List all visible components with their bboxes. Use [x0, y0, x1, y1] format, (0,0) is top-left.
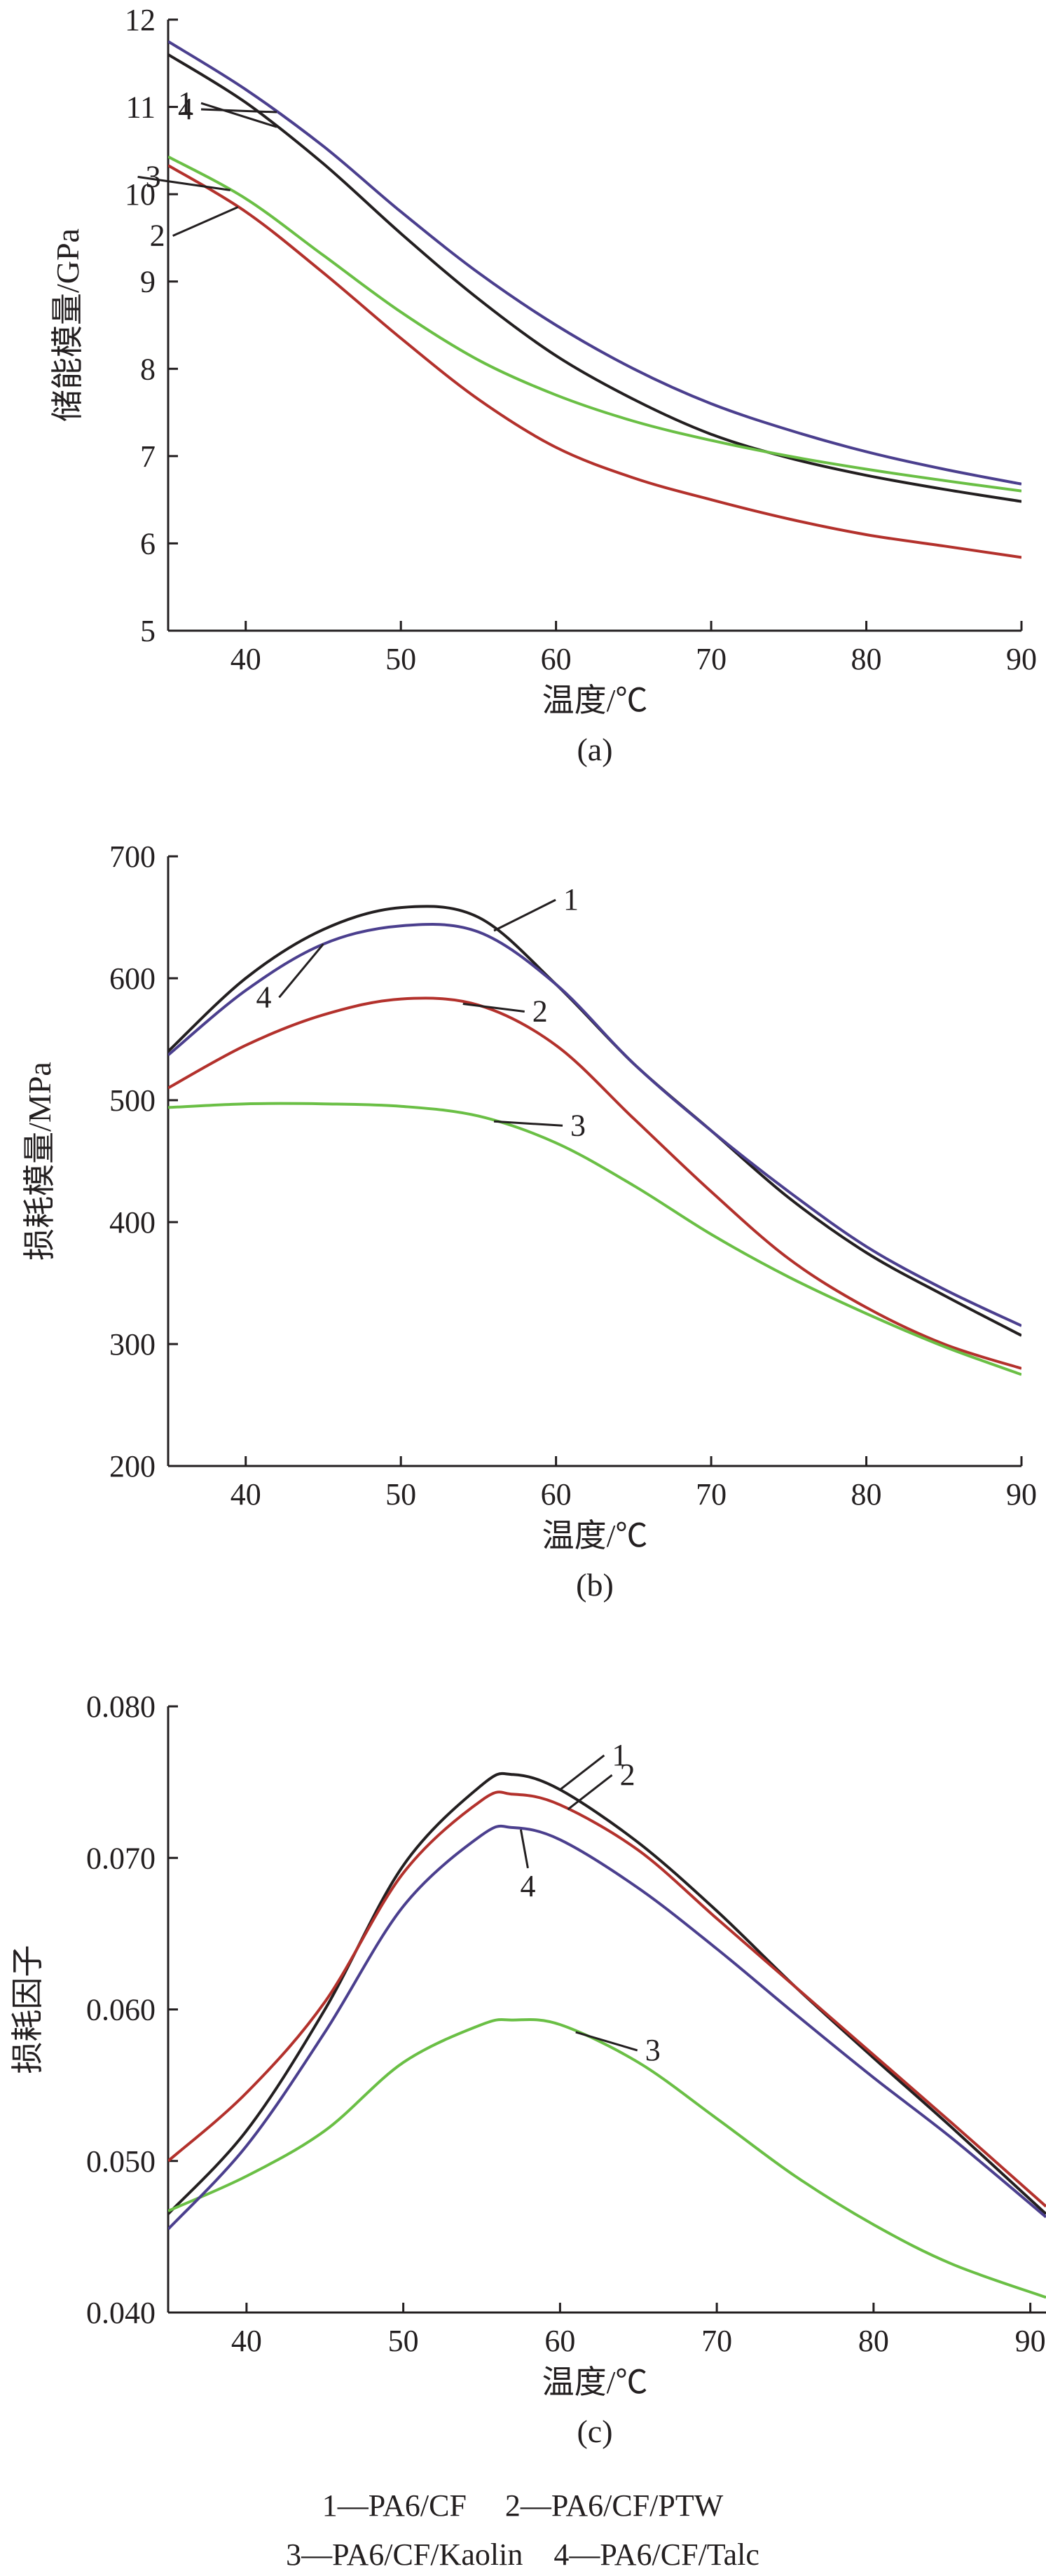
y-tick-label: 10 — [125, 177, 156, 212]
y-tick-label: 7 — [140, 439, 156, 474]
series-line-1 — [168, 1772, 1046, 2215]
x-tick-label: 40 — [230, 1477, 261, 1512]
legend-line-2: 3—PA6/CF/Kaolin 4—PA6/CF/Talc — [286, 2537, 759, 2572]
panel-label: (c) — [577, 2413, 612, 2449]
x-tick-label: 50 — [388, 2324, 419, 2358]
x-tick-label: 80 — [851, 642, 882, 676]
x-tick-label: 60 — [541, 642, 572, 676]
y-tick-label: 400 — [109, 1205, 156, 1240]
curve-label-leader — [172, 206, 239, 237]
x-tick-label: 50 — [385, 642, 416, 676]
x-axis-title: 温度/℃ — [542, 1518, 648, 1554]
y-tick-label: 11 — [126, 90, 156, 125]
curve-label-1: 1 — [563, 882, 579, 917]
y-tick-label: 500 — [109, 1083, 156, 1118]
panel-label: (b) — [576, 1567, 614, 1603]
y-tick-label: 0.050 — [86, 2144, 156, 2179]
x-tick-label: 90 — [1015, 2324, 1046, 2358]
y-tick-label: 0.040 — [86, 2296, 156, 2330]
curve-label-2: 2 — [150, 218, 165, 252]
curve-label-leader — [137, 175, 230, 191]
curve-label-leader — [493, 1120, 563, 1127]
y-axis-title: 储能模量/GPa — [50, 228, 85, 422]
y-tick-label: 5 — [140, 614, 156, 648]
curve-label-4: 4 — [520, 1869, 535, 1903]
series-line-2 — [168, 1790, 1046, 2208]
curve-label-1: 1 — [612, 1738, 627, 1772]
y-axis-title: 损耗因子 — [10, 1945, 46, 2074]
y-tick-label: 6 — [140, 526, 156, 561]
y-tick-label: 0.060 — [86, 1993, 156, 2027]
series-line-1 — [168, 905, 1021, 1337]
x-axis-title: 温度/℃ — [542, 2364, 648, 2400]
curve-label-2: 2 — [620, 1758, 635, 1792]
x-tick-label: 70 — [696, 642, 727, 676]
curve-label-leader — [200, 102, 277, 128]
curve-label-leader — [278, 943, 324, 999]
curve-label-leader — [462, 1003, 525, 1013]
legend-line-1: 1—PA6/CF 2—PA6/CF/PTW — [322, 2488, 724, 2523]
series-line-4 — [168, 1824, 1046, 2231]
x-axis-title: 温度/℃ — [542, 683, 648, 718]
curve-label-3: 3 — [570, 1108, 586, 1142]
series-line-1 — [168, 53, 1021, 503]
series-line-2 — [168, 996, 1021, 1370]
panel-label: (a) — [577, 732, 612, 767]
chart-panel-c: 0.040 0.050 0.060 0.070 0.080 40 50 60 70 80 90 温度/… — [10, 1690, 1046, 2449]
x-tick-label: 70 — [701, 2324, 732, 2358]
curve-label-leader — [200, 108, 277, 114]
y-tick-label: 8 — [140, 352, 156, 386]
x-tick-label: 60 — [544, 2324, 575, 2358]
series-line-3 — [168, 2017, 1046, 2299]
curve-label-leader — [559, 1754, 605, 1791]
curve-label-2: 2 — [532, 994, 548, 1029]
y-tick-label: 200 — [109, 1449, 156, 1484]
x-tick-label: 60 — [541, 1477, 572, 1512]
chart-panel-a: 5 6 7 8 9 10 11 12 40 50 60 70 80 90 温度/℃ 储能模量/GPa (a) 14… — [50, 3, 1037, 767]
x-tick-label: 80 — [851, 1477, 882, 1512]
series-line-2 — [168, 164, 1021, 559]
curve-label-leader — [519, 1829, 529, 1869]
x-tick-label: 50 — [385, 1477, 416, 1512]
curve-label-1: 1 — [178, 85, 193, 120]
y-tick-label: 9 — [140, 265, 156, 299]
x-tick-label: 80 — [858, 2324, 889, 2358]
curve-label-4: 4 — [178, 92, 193, 126]
series-line-4 — [168, 923, 1021, 1327]
x-tick-label: 40 — [230, 642, 261, 676]
y-tick-label: 0.080 — [86, 1690, 156, 1724]
y-axis-title: 损耗模量/MPa — [22, 1062, 57, 1261]
y-tick-label: 600 — [109, 961, 156, 996]
x-tick-label: 70 — [696, 1477, 727, 1512]
y-tick-label: 0.070 — [86, 1841, 156, 1875]
series-line-4 — [168, 40, 1021, 486]
y-tick-label: 12 — [125, 3, 156, 37]
series-line-3 — [168, 155, 1021, 493]
y-tick-label: 700 — [109, 840, 156, 874]
series-line-3 — [168, 1102, 1021, 1376]
x-tick-label: 40 — [231, 2324, 262, 2358]
curve-label-3: 3 — [146, 159, 161, 193]
x-tick-label: 90 — [1006, 1477, 1037, 1512]
y-tick-label: 300 — [109, 1327, 156, 1362]
curve-label-leader — [493, 898, 556, 932]
curve-label-4: 4 — [256, 980, 271, 1014]
curve-label-leader — [567, 1774, 613, 1811]
curve-label-3: 3 — [645, 2033, 661, 2067]
x-tick-label: 90 — [1006, 642, 1037, 676]
chart-panel-b: 200 300 400 500 600 700 40 50 60 70 80 90 温度/℃ 损耗模量/M… — [22, 840, 1037, 1603]
curve-label-leader — [575, 2031, 638, 2052]
